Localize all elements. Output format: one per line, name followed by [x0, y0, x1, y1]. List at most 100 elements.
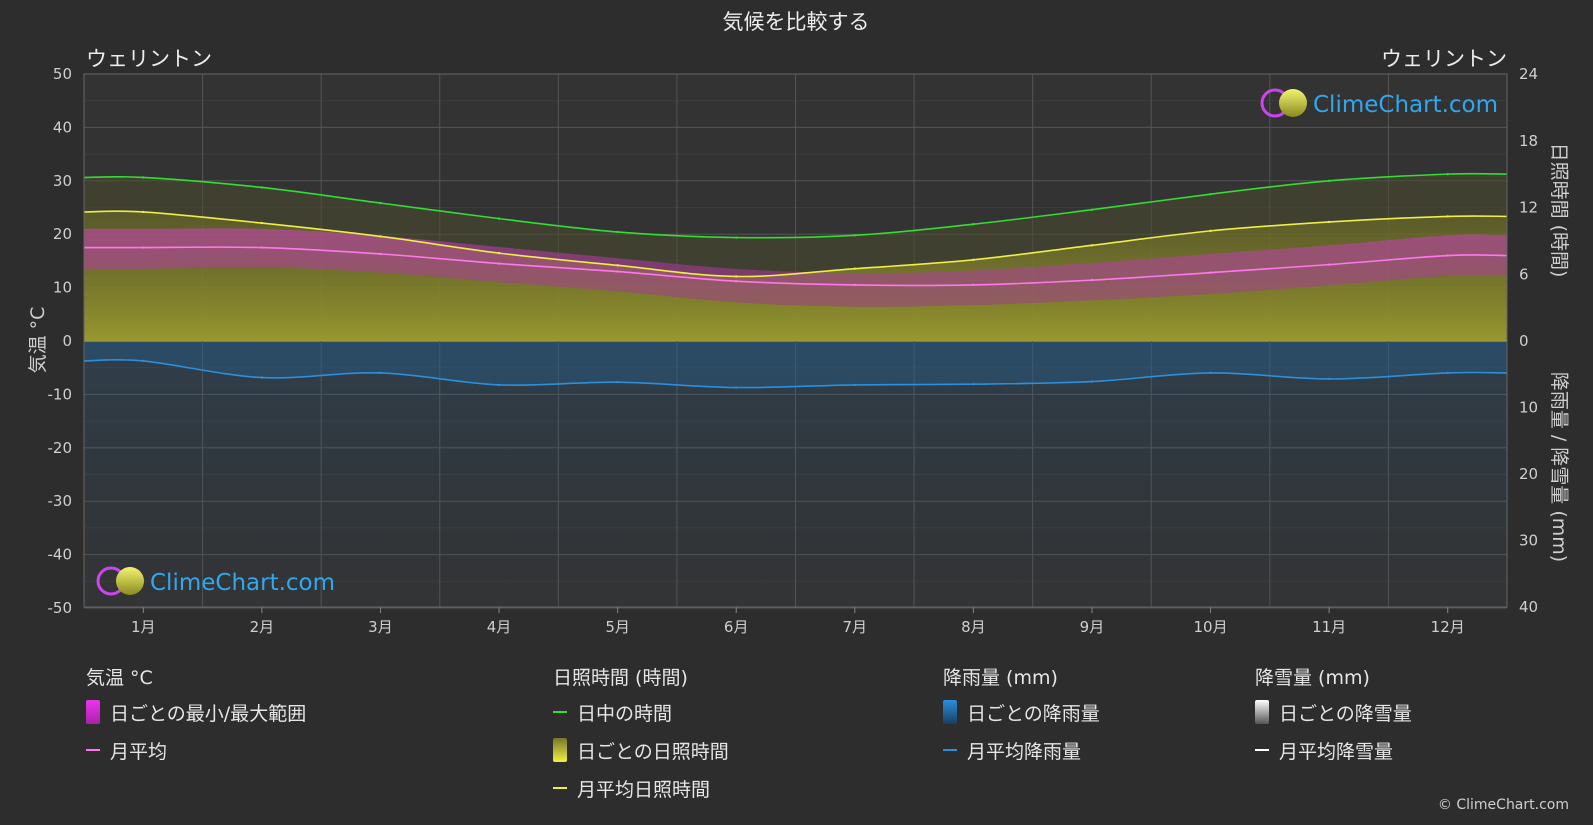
sunshine-avg-line: [83, 210, 1508, 278]
x-tick-label: 2月: [250, 618, 275, 636]
y-left-tick-label: -10: [48, 385, 73, 403]
snow-daily-swatch: [1255, 700, 1269, 724]
watermark-top-text: ClimeChart.com: [1313, 92, 1498, 118]
watermark-bottom-text: ClimeChart.com: [150, 570, 335, 596]
legend-sunshine: 日照時間 (時間) 日中の時間 日ごとの日照時間 月平均日照時間: [553, 663, 729, 813]
y-right-bottom-tick-label: 20: [1519, 465, 1538, 483]
data-point: [1090, 208, 1094, 211]
logo-sun-icon: [1279, 89, 1307, 117]
data-point: [972, 383, 975, 386]
data-point: [853, 234, 856, 237]
legend-temp-avg-label: 月平均: [110, 740, 168, 763]
data-point: [1327, 377, 1331, 381]
y-right-top-tick-label: 12: [1519, 199, 1538, 217]
x-tick-label: 5月: [605, 618, 630, 636]
data-point: [497, 383, 501, 387]
data-point: [735, 386, 738, 389]
data-point: [853, 383, 856, 387]
data-point: [1090, 380, 1094, 383]
rain-daily-swatch: [943, 700, 957, 724]
data-point: [379, 371, 382, 375]
data-point: [853, 283, 856, 287]
legend-snow: 降雪量 (mm) 日ごとの降雪量 月平均降雪量: [1255, 663, 1412, 775]
x-tick-label: 4月: [487, 618, 512, 636]
rain-avg-swatch: [943, 749, 957, 751]
temp-avg-swatch: [86, 749, 100, 751]
data-point: [1209, 192, 1212, 196]
copyright: © ClimeChart.com: [1437, 797, 1569, 813]
watermark-bottom: ClimeChart.com: [96, 566, 335, 596]
legend-temp-range-label: 日ごとの最小/最大範囲: [110, 702, 307, 725]
legend-sun-avg-label: 月平均日照時間: [577, 778, 711, 801]
y-left-tick-label: 20: [53, 225, 72, 243]
data-point: [616, 381, 619, 384]
location-left: ウェリントン: [86, 47, 212, 71]
data-point: [1209, 271, 1212, 274]
data-point: [379, 201, 382, 205]
y-right-bottom-tick-label: 10: [1519, 399, 1538, 417]
y-left-tick-label: 50: [53, 65, 72, 83]
legend-item-temp-avg: 月平均: [86, 737, 306, 763]
legend-snow-daily-label: 日ごとの降雪量: [1279, 702, 1412, 725]
data-point: [1446, 172, 1449, 176]
location-right: ウェリントン: [1381, 47, 1507, 71]
temp-avg-line: [83, 246, 1508, 287]
legend-temperature: 気温 °C 日ごとの最小/最大範囲 月平均: [86, 663, 306, 775]
data-point: [260, 246, 264, 249]
data-point: [735, 279, 738, 283]
data-point: [1209, 229, 1212, 233]
data-point: [616, 230, 619, 234]
y-left-tick-label: -30: [48, 492, 73, 510]
temp-range-band: [84, 228, 1507, 307]
watermark-top: ClimeChart.com: [1260, 88, 1498, 118]
legend-rain-daily-label: 日ごとの降雨量: [967, 702, 1100, 725]
daylight-line: [83, 172, 1508, 239]
data-point: [497, 251, 501, 255]
y-left-tick-label: 10: [53, 279, 72, 297]
data-point: [972, 258, 975, 261]
logo-sun-icon: [116, 567, 144, 595]
y-right-top-label: 日照時間 (時間): [1548, 143, 1570, 278]
data-point: [972, 222, 975, 226]
data-point: [1090, 278, 1094, 282]
legend-snow-head: 降雪量 (mm): [1255, 667, 1370, 689]
data-point: [142, 210, 145, 214]
legend-item-temp-range: 日ごとの最小/最大範囲: [86, 699, 306, 725]
data-point: [616, 264, 619, 267]
legend-item-daylight: 日中の時間: [553, 699, 729, 725]
y-left-tick-label: 40: [53, 118, 72, 136]
data-point: [1327, 220, 1331, 224]
temp-range-swatch: [86, 700, 100, 724]
data-point: [379, 235, 382, 238]
legend-item-sun-avg: 月平均日照時間: [553, 775, 729, 801]
y-right-top-tick-label: 0: [1519, 332, 1529, 350]
legend-daylight-label: 日中の時間: [577, 702, 673, 725]
data-point: [1327, 263, 1331, 266]
legend-item-rain-daily: 日ごとの降雨量: [943, 699, 1100, 725]
daylight-swatch: [553, 711, 567, 713]
data-point: [497, 262, 501, 265]
x-tick-label: 11月: [1312, 618, 1346, 636]
data-point: [1209, 371, 1212, 375]
y-left-label: 気温 °C: [27, 307, 49, 374]
legend-item-snow-avg: 月平均降雪量: [1255, 737, 1412, 763]
legend-rain-avg-label: 月平均降雨量: [967, 740, 1082, 763]
y-right-bottom-tick-label: 40: [1519, 598, 1538, 616]
data-point: [142, 176, 145, 179]
plot-border: [83, 73, 1508, 608]
data-point: [972, 283, 975, 287]
y-left-tick-label: 30: [53, 172, 72, 190]
legend-item-rain-avg: 月平均降雨量: [943, 737, 1100, 763]
rain-daily-area: [84, 341, 1507, 607]
legend-item-snow-daily: 日ごとの降雪量: [1255, 699, 1412, 725]
data-point: [379, 252, 382, 256]
rain-avg-line: [83, 358, 1508, 389]
legend-rain-head: 降雨量 (mm): [943, 667, 1058, 689]
data-point: [1090, 244, 1094, 247]
y-right-top-tick-label: 24: [1519, 65, 1538, 83]
y-left-tick-label: -20: [48, 439, 73, 457]
data-point: [260, 221, 264, 225]
data-point: [1327, 179, 1331, 182]
legend-sun-daily-label: 日ごとの日照時間: [577, 740, 729, 763]
